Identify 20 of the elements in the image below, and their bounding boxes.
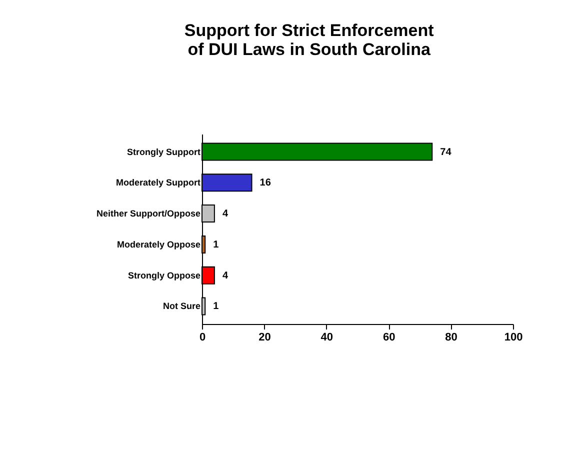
y-tick-label: Strongly Support [127,146,200,157]
data-label: 74 [440,146,452,158]
data-label: 4 [222,270,228,282]
data-label: 4 [222,208,228,220]
x-tick-label: 20 [258,332,271,344]
x-tick-label: 60 [382,332,396,344]
x-tick-label: 80 [445,332,458,344]
x-tick-label: 100 [504,332,523,344]
text: of DUI Laws in South Carolina [188,40,430,59]
y-tick-label: Moderately Oppose [116,239,200,250]
data-label: 1 [213,239,220,250]
data-label: 1 [213,301,220,312]
y-tick-label: Neither Support/Oppose [96,208,200,219]
y-tick-label: Strongly Oppose [128,270,200,280]
y-tick-label: Moderately Support [116,178,200,188]
data-label: 16 [260,178,272,189]
x-tick-label: 0 [199,332,206,344]
y-tick-label: Not Sure [162,301,200,312]
text: Support for Strict Enforcement [184,21,434,40]
x-tick-label: 40 [320,332,334,344]
